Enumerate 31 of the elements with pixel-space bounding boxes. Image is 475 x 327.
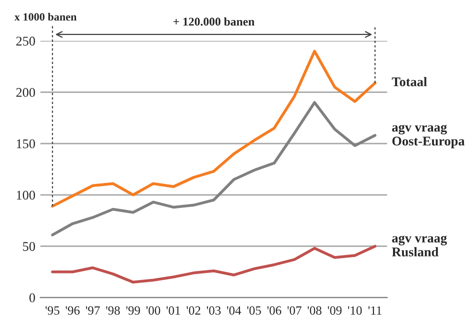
y-tick-label: 100 — [16, 190, 36, 200]
x-tick-label: '07 — [288, 306, 302, 315]
x-tick-label: '11 — [368, 306, 382, 315]
x-tick-label: '01 — [166, 306, 180, 315]
y-tick-label: 0 — [29, 293, 36, 302]
y-tick-label: 50 — [23, 242, 36, 251]
x-tick-label: '97 — [86, 306, 100, 315]
x-tick-label: '96 — [66, 306, 80, 315]
text: + 120.000 banen — [173, 17, 254, 26]
line-series — [51, 244, 376, 284]
x-tick-label: '09 — [328, 306, 342, 315]
x-tick-label: '95 — [46, 306, 60, 315]
line-series — [51, 101, 376, 236]
y-tick-label: 150 — [16, 139, 36, 148]
x-tick-label: '99 — [126, 306, 140, 315]
y-axis-title: x 1000 banen — [14, 12, 77, 21]
series-label: agv vraag Oost-Europa — [392, 124, 465, 148]
line-series — [51, 50, 376, 208]
y-tick-label: 200 — [16, 88, 36, 97]
x-tick-label: '02 — [186, 306, 200, 315]
series-label: Totaal — [392, 76, 427, 86]
y-tick-label: 250 — [16, 36, 36, 46]
x-tick-label: '04 — [227, 306, 242, 315]
x-tick-label: '10 — [348, 306, 362, 315]
x-tick-label: '03 — [206, 306, 221, 315]
x-tick-label: '98 — [106, 306, 120, 315]
x-tick-label: '00 — [146, 306, 160, 315]
x-tick-label: '05 — [247, 306, 261, 315]
x-tick-label: '08 — [308, 306, 322, 315]
series-label: agv vraag Rusland — [392, 236, 447, 256]
x-tick-label: '06 — [267, 306, 282, 315]
